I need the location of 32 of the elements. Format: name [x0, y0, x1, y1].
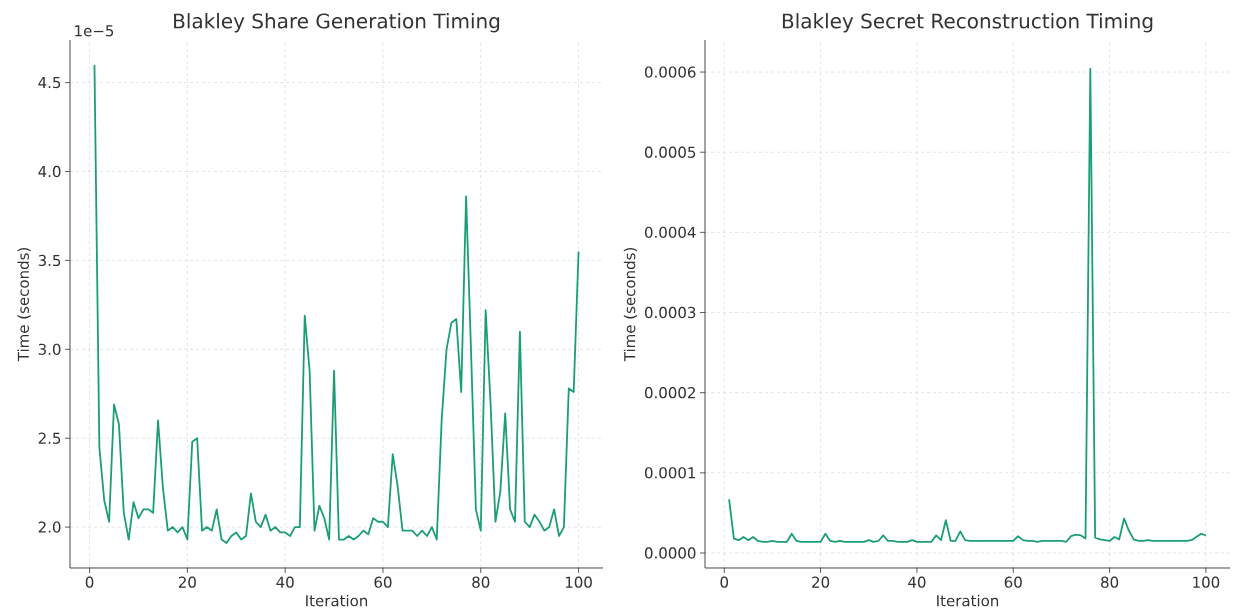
chart-title: Blakley Secret Reconstruction Timing [782, 13, 1153, 33]
y-tick-label: 2.0 [38, 521, 61, 533]
x-tick-label: 60 [1004, 576, 1022, 588]
x-tick-label: 40 [908, 576, 926, 588]
y-axis-title: Time (seconds) [17, 248, 31, 362]
y-tick-label: 0.0000 [644, 547, 696, 559]
x-tick-label: 100 [1193, 576, 1220, 588]
x-tick-label: 20 [178, 576, 196, 588]
y-tick-label: 0.0001 [644, 467, 696, 479]
y-tick-label: 4.0 [38, 165, 61, 178]
x-axis-title: Iteration [937, 594, 999, 607]
x-axis-title: Iteration [306, 594, 368, 607]
x-tick-label: 0 [85, 576, 94, 588]
x-tick-label: 80 [472, 576, 490, 588]
y-tick-label: 2.5 [38, 432, 61, 444]
y-tick-label: 3.0 [38, 343, 61, 355]
x-tick-label: 80 [1101, 576, 1119, 588]
y-tick-label: 0.0003 [644, 306, 696, 319]
chart-title: Blakley Share Generation Timing [174, 13, 500, 33]
x-tick-label: 100 [565, 576, 592, 588]
y-tick-label: 0.0002 [644, 387, 695, 399]
y-axis-title: Time (seconds) [623, 248, 638, 362]
x-tick-label: 0 [720, 576, 729, 588]
x-tick-label: 40 [276, 576, 294, 588]
x-tick-label: 60 [374, 576, 392, 588]
y-tick-label: 0.0004 [644, 226, 696, 239]
x-tick-label: 20 [812, 576, 830, 588]
y-tick-label: 0.0005 [644, 146, 696, 158]
y-tick-label: 4.5 [38, 77, 61, 89]
text: 1e−5 [75, 25, 114, 37]
y-tick-label: 3.5 [38, 254, 61, 267]
y-tick-label: 0.0006 [644, 66, 696, 78]
